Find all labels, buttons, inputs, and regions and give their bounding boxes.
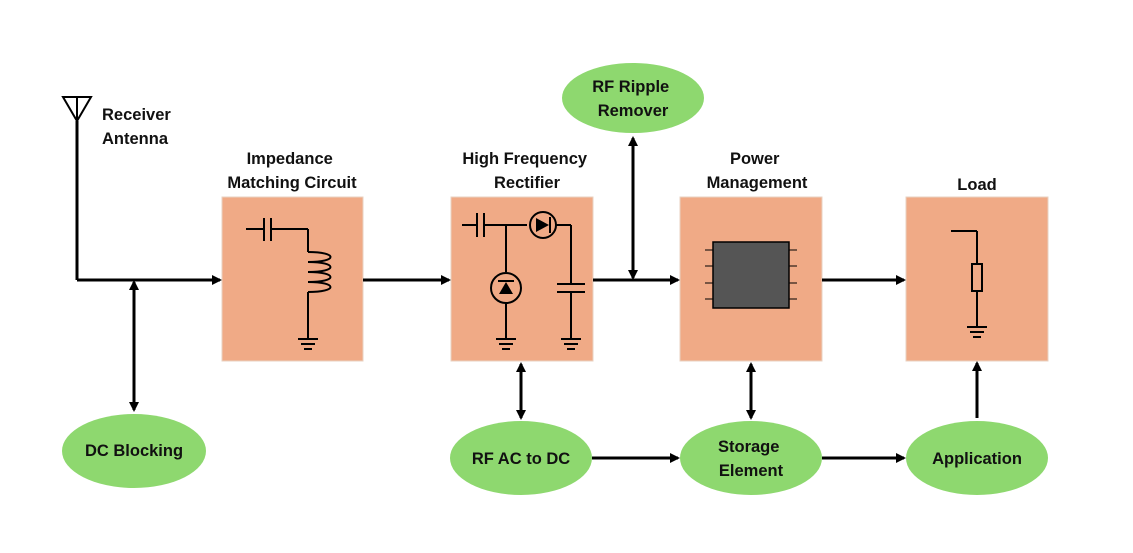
storage-element-label: Storage Element	[718, 438, 784, 480]
antenna-icon	[61, 96, 93, 280]
dc-blocking-label: DC Blocking	[85, 442, 183, 460]
rectifier-circuit-icon	[462, 211, 585, 350]
rf-ac-to-dc-label: RF AC to DC	[472, 450, 570, 468]
rectifier-label: High Frequency Rectifier	[462, 150, 591, 192]
lc-circuit-icon	[246, 218, 332, 350]
ic-chip-icon	[705, 241, 797, 309]
receiver-antenna-label: Receiver Antenna	[102, 106, 175, 148]
impedance-matching-label: Impedance Matching Circuit	[227, 150, 357, 192]
load-block	[905, 196, 1049, 362]
rf-ripple-remover-label: RF Ripple Remover	[592, 78, 674, 120]
application-label: Application	[932, 450, 1022, 468]
resistor-icon	[951, 230, 987, 338]
impedance-matching-block	[221, 196, 364, 362]
application-node	[906, 421, 1048, 495]
dc-blocking-node	[62, 414, 206, 488]
power-management-label: Power Management	[707, 150, 808, 192]
rf-ripple-remover-node	[562, 63, 704, 133]
storage-element-node	[680, 421, 822, 495]
load-label: Load	[957, 176, 996, 194]
rf-ac-to-dc-node	[450, 421, 592, 495]
